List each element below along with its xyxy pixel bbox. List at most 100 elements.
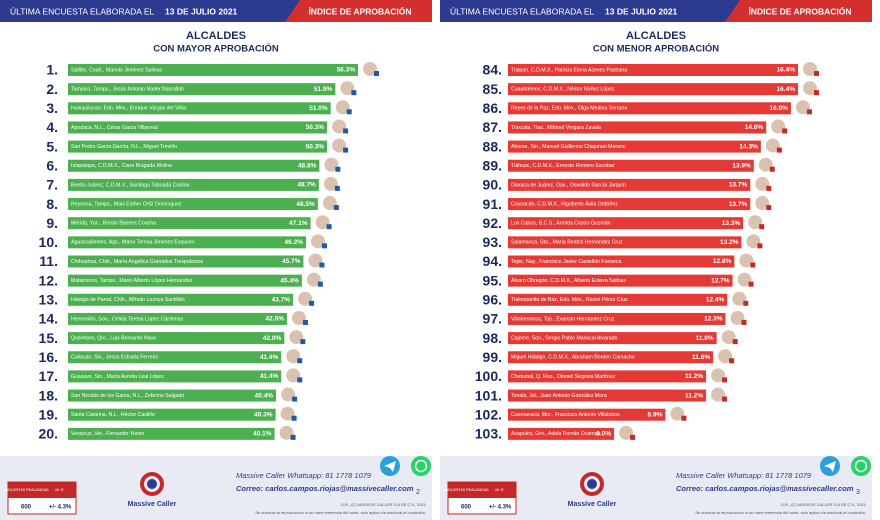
party-badge <box>743 300 749 306</box>
rank-label: 3. <box>46 100 58 116</box>
rank-label: 88. <box>483 138 502 154</box>
bar-label: Salamanca, Gto., María Beatriz Hernández… <box>511 240 623 246</box>
bar-label: Chihuahua, Chih., María Angélica Granado… <box>71 259 203 265</box>
portrait <box>305 271 322 288</box>
party-badge <box>748 281 754 287</box>
rank-label: 98. <box>483 330 502 346</box>
chart-subtitle: CON MAYOR APROBACIÓN <box>153 43 279 55</box>
rank-label: 99. <box>483 349 502 365</box>
value-label: 40.4% <box>255 392 274 399</box>
portrait <box>290 309 307 326</box>
value-label: 41.4% <box>260 373 279 380</box>
rank-label: 84. <box>483 62 502 78</box>
portrait <box>314 214 331 231</box>
portrait <box>710 367 727 384</box>
party-badge <box>335 166 341 172</box>
party-badge <box>334 185 340 191</box>
bar <box>508 312 726 325</box>
logo-mark <box>140 472 164 496</box>
value-label: 42.5% <box>265 316 284 323</box>
bar-label: Apodaca, N.L., César Garza Villarreal <box>71 125 158 131</box>
bar <box>508 408 666 421</box>
rank-label: 4. <box>46 119 58 135</box>
bar <box>68 159 320 172</box>
whatsapp-icon <box>411 456 431 476</box>
portrait <box>288 329 305 346</box>
party-badge <box>722 396 728 402</box>
surveys-value: 600 <box>461 505 472 511</box>
whatsapp-icon <box>851 456 871 476</box>
value-label: 43.7% <box>272 297 291 304</box>
value-label: 16.4% <box>777 67 796 74</box>
value-label: 48.8% <box>298 162 317 169</box>
rank-label: 96. <box>483 292 502 308</box>
bar-label: Hidalgo de Parral, Chih., Alfredo Lozoya… <box>71 297 185 303</box>
bar <box>68 64 358 76</box>
portrait <box>731 290 748 307</box>
bar <box>68 351 282 364</box>
bar <box>68 370 282 383</box>
value-label: 12.7% <box>711 277 730 284</box>
rank-label: 15. <box>39 330 58 346</box>
bar <box>68 312 287 325</box>
value-label: 13.9% <box>732 162 751 169</box>
bar-label: San Nicolás de los Garza, N.L., Zeferino… <box>71 393 184 399</box>
party-badge <box>757 243 763 249</box>
portrait <box>736 271 753 288</box>
bar-label: Reynosa, Tamps., Maki Esther Ortiz Domín… <box>71 201 182 207</box>
margin-value: +/- 4.3% <box>49 505 72 511</box>
portrait <box>321 195 338 212</box>
bar-label: Guasave, Sin., María Aurelia Leal López <box>71 374 164 380</box>
rank-label: 19. <box>39 406 58 422</box>
bar <box>508 236 742 249</box>
logo-mark <box>580 472 604 496</box>
portrait <box>334 99 351 116</box>
copyright: D.R., (C) MASSIVE CALLER S.A DE C.V., 20… <box>781 502 867 507</box>
party-badge <box>302 319 308 325</box>
rank-label: 14. <box>39 311 58 327</box>
chart-title: ALCALDES <box>626 30 686 42</box>
party-badge <box>814 90 819 96</box>
value-label: 12.3% <box>704 316 723 323</box>
bar <box>68 236 306 249</box>
party-badge <box>343 128 349 134</box>
party-badge <box>729 358 735 364</box>
bar-label: Hermosillo, Son., Célida Teresa López Cá… <box>71 316 183 322</box>
rank-label: 86. <box>483 100 502 116</box>
bar <box>508 198 751 211</box>
page-number: 3 <box>856 489 860 496</box>
rank-label: 18. <box>39 387 58 403</box>
telegram-plane <box>384 461 396 472</box>
rank-label: 87. <box>483 119 502 135</box>
email-line: Correo: carlos.campos.riojas@massivecall… <box>236 484 414 493</box>
portrait <box>362 61 378 77</box>
bar <box>68 427 275 440</box>
party-badge <box>333 205 339 211</box>
margin-label: M. E. <box>495 487 504 492</box>
party-badge <box>297 358 303 364</box>
bar <box>68 217 311 230</box>
bar <box>68 178 319 191</box>
bar <box>508 427 615 440</box>
portrait <box>720 329 737 346</box>
rank-label: 92. <box>483 215 502 231</box>
bar <box>508 64 798 76</box>
bar <box>508 159 754 172</box>
party-badge <box>759 224 765 230</box>
bar <box>68 121 328 134</box>
value-label: 8.9% <box>648 411 663 418</box>
portrait <box>285 367 302 384</box>
rank-label: 94. <box>483 253 502 269</box>
header-accent <box>725 0 872 22</box>
bar-label: Saltillo, Coah., Manolo Jiménez Salinas <box>71 67 163 73</box>
portrait <box>309 233 326 250</box>
bar-label: Iztapalapa, C.D.M.X., Clara Brugada Moli… <box>71 163 172 169</box>
value-label: 50.3% <box>306 143 325 150</box>
value-label: 11.8% <box>696 335 714 342</box>
portrait <box>285 348 302 365</box>
portrait <box>331 137 348 154</box>
bar-label: Reyes de la Paz, Edo. Méx., Olga Medina … <box>511 106 627 112</box>
bar <box>508 370 707 383</box>
disclaimer: Se autoriza la reproducción si se hace r… <box>255 510 426 515</box>
party-badge <box>750 262 756 268</box>
